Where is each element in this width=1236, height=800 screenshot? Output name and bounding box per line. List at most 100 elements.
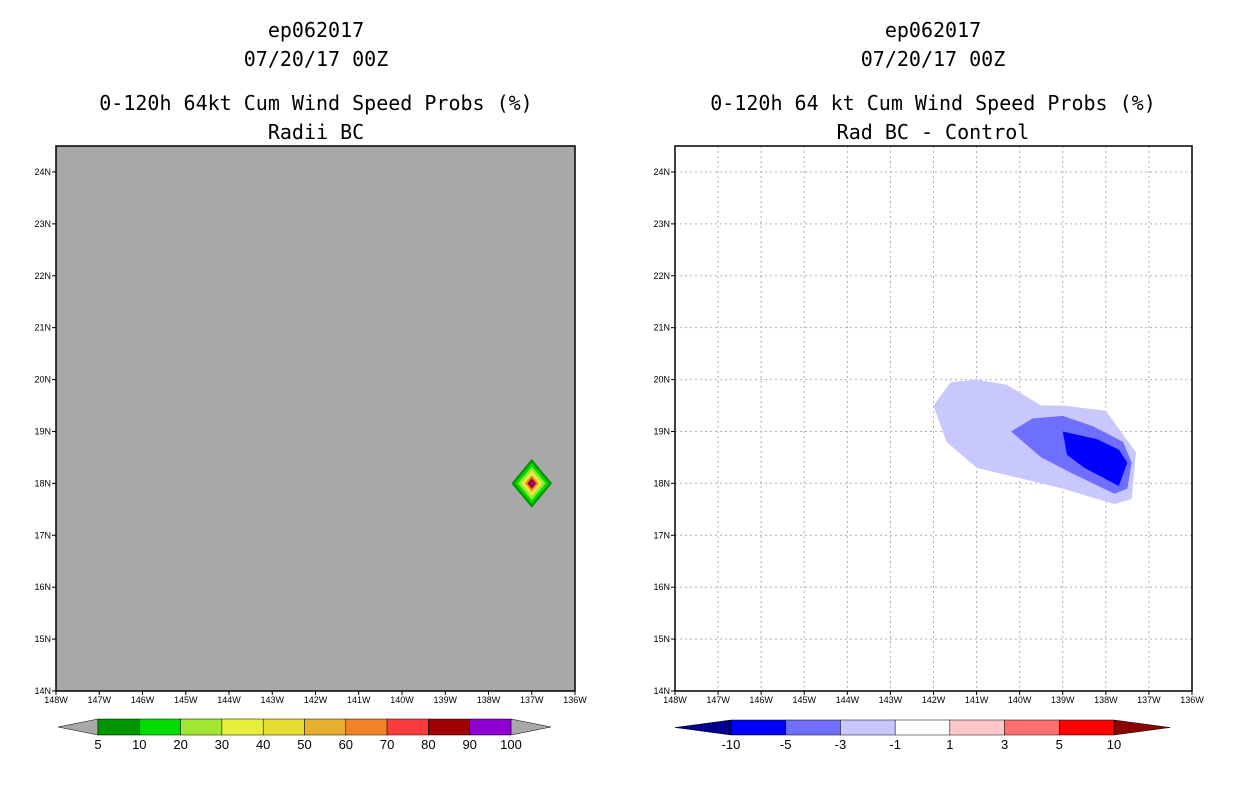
x-tick-label: 142W bbox=[304, 695, 328, 705]
y-tick-label: 20N bbox=[34, 375, 51, 385]
x-tick-label: 148W bbox=[663, 695, 687, 705]
colorbar-label: 100 bbox=[500, 737, 522, 752]
y-tick-label: 18N bbox=[653, 478, 670, 488]
colorbar-label: 60 bbox=[339, 737, 353, 752]
y-tick-label: 23N bbox=[653, 219, 670, 229]
x-tick-label: 148W bbox=[44, 695, 68, 705]
x-tick-label: 138W bbox=[1094, 695, 1118, 705]
colorbar-under-arrow bbox=[57, 718, 99, 736]
x-tick-label: 147W bbox=[706, 695, 730, 705]
y-tick-label: 24N bbox=[34, 167, 51, 177]
x-tick-label: 140W bbox=[1008, 695, 1032, 705]
colorbar-swatch bbox=[139, 718, 181, 736]
y-tick-label: 19N bbox=[653, 426, 670, 436]
y-tick-label: 14N bbox=[34, 686, 51, 696]
colorbar-label: 30 bbox=[215, 737, 229, 752]
left-chart-title: 0-120h 64kt Cum Wind Speed Probs (%) bbox=[99, 91, 533, 115]
x-tick-label: 146W bbox=[131, 695, 155, 705]
x-tick-label: 141W bbox=[347, 695, 371, 705]
colorbar-label: 80 bbox=[421, 737, 435, 752]
y-tick-label: 18N bbox=[34, 478, 51, 488]
colorbar-swatch bbox=[180, 718, 223, 736]
x-tick-label: 143W bbox=[879, 695, 903, 705]
x-tick-label: 145W bbox=[792, 695, 816, 705]
colorbar-swatch bbox=[97, 718, 140, 736]
x-tick-label: 136W bbox=[563, 695, 587, 705]
x-tick-label: 147W bbox=[87, 695, 111, 705]
colorbar-over-arrow bbox=[510, 718, 552, 736]
colorbar-swatch bbox=[221, 718, 264, 736]
colorbar-swatch bbox=[949, 719, 1005, 736]
x-tick-label: 136W bbox=[1180, 695, 1204, 705]
colorbar-swatch bbox=[1004, 719, 1060, 736]
y-tick-label: 17N bbox=[34, 530, 51, 540]
y-tick-label: 22N bbox=[34, 271, 51, 281]
x-tick-label: 141W bbox=[965, 695, 989, 705]
colorbar-label: -5 bbox=[780, 737, 792, 752]
y-tick-label: 21N bbox=[34, 323, 51, 333]
colorbar-swatch bbox=[785, 719, 841, 736]
colorbar-label: 3 bbox=[1001, 737, 1008, 752]
x-tick-label: 137W bbox=[520, 695, 544, 705]
y-tick-label: 20N bbox=[653, 375, 670, 385]
colorbar-label: 5 bbox=[1056, 737, 1063, 752]
colorbar-label: 40 bbox=[256, 737, 270, 752]
colorbar-label: 20 bbox=[173, 737, 187, 752]
colorbar-swatch bbox=[894, 719, 951, 736]
y-tick-label: 16N bbox=[34, 582, 51, 592]
colorbar-label: 90 bbox=[462, 737, 476, 752]
x-tick-label: 143W bbox=[260, 695, 284, 705]
y-tick-label: 21N bbox=[653, 323, 670, 333]
y-tick-label: 14N bbox=[653, 686, 670, 696]
plot-background bbox=[56, 146, 575, 691]
x-tick-label: 138W bbox=[477, 695, 501, 705]
x-tick-label: 142W bbox=[922, 695, 946, 705]
colorbar-label: 70 bbox=[380, 737, 394, 752]
left-datetime: 07/20/17 00Z bbox=[243, 47, 389, 71]
colorbar-label: -3 bbox=[835, 737, 847, 752]
colorbar-swatch bbox=[840, 719, 896, 736]
colorbar-swatch bbox=[386, 718, 429, 736]
colorbar-over-arrow bbox=[1113, 719, 1171, 736]
x-tick-label: 144W bbox=[836, 695, 860, 705]
colorbar-label: 5 bbox=[94, 737, 101, 752]
colorbar-label: 10 bbox=[132, 737, 146, 752]
right-chart-subtitle: Rad BC - Control bbox=[836, 120, 1030, 144]
y-tick-label: 15N bbox=[34, 634, 51, 644]
colorbar: 5 10 20 30 40 50 60 70 80 90 100 bbox=[57, 718, 552, 752]
y-tick-label: 19N bbox=[34, 426, 51, 436]
right-chart-title: 0-120h 64 kt Cum Wind Speed Probs (%) bbox=[710, 91, 1156, 115]
colorbar-label: -10 bbox=[722, 737, 741, 752]
x-tick-label: 145W bbox=[174, 695, 198, 705]
colorbar-label: -1 bbox=[889, 737, 901, 752]
colorbar-label: 50 bbox=[297, 737, 311, 752]
panel-radii-bc: 148W 147W 146W 145W 144W 143W 142W 141W 140W 139W… bbox=[34, 145, 587, 752]
colorbar-swatch bbox=[469, 718, 512, 736]
colorbar-label: 1 bbox=[946, 737, 953, 752]
panel-rad-bc-minus-control: 148W 147W 146W 145W 144W 143W 142W 141W 140W 139W… bbox=[653, 145, 1204, 752]
right-datetime: 07/20/17 00Z bbox=[860, 47, 1006, 71]
colorbar-under-arrow bbox=[674, 719, 732, 736]
difference-region bbox=[1062, 431, 1128, 486]
y-tick-label: 17N bbox=[653, 530, 670, 540]
y-tick-label: 16N bbox=[653, 582, 670, 592]
left-storm-id: ep062017 bbox=[267, 18, 365, 42]
x-tick-label: 137W bbox=[1137, 695, 1161, 705]
x-tick-label: 140W bbox=[390, 695, 414, 705]
y-tick-label: 22N bbox=[653, 271, 670, 281]
colorbar-label: 10 bbox=[1107, 737, 1121, 752]
colorbar-swatch bbox=[730, 719, 786, 736]
colorbar-swatch bbox=[304, 718, 347, 736]
y-tick-label: 23N bbox=[34, 219, 51, 229]
left-chart-subtitle: Radii BC bbox=[267, 120, 365, 144]
colorbar-swatch bbox=[428, 718, 470, 736]
colorbar-swatch bbox=[1059, 719, 1115, 736]
right-storm-id: ep062017 bbox=[884, 18, 982, 42]
x-tick-label: 139W bbox=[433, 695, 457, 705]
x-tick-label: 146W bbox=[749, 695, 773, 705]
colorbar-swatch bbox=[262, 718, 305, 736]
x-tick-label: 144W bbox=[217, 695, 241, 705]
colorbar-swatch bbox=[345, 718, 388, 736]
x-tick-label: 139W bbox=[1051, 695, 1075, 705]
